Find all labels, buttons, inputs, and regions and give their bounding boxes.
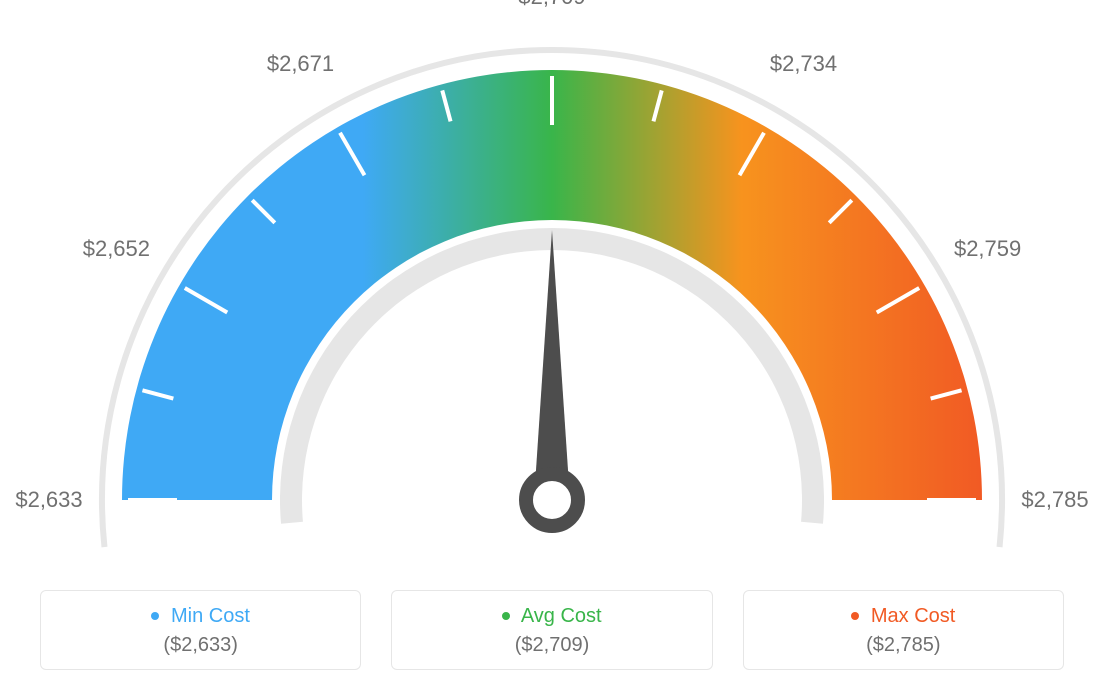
stats-row: Min Cost ($2,633) Avg Cost ($2,709) Max … [0, 590, 1104, 670]
max-dot-icon [851, 612, 859, 620]
gauge-needle [534, 230, 570, 500]
gauge-chart-container: $2,633 $2,652 $2,671 $2,709 $2,734 $2,759 $2,7… [0, 0, 1104, 690]
min-cost-title-row: Min Cost [61, 605, 340, 634]
max-cost-card: Max Cost ($2,785) [743, 590, 1064, 670]
gauge-tick-label: $2,734 [770, 51, 837, 77]
gauge-tick-label: $2,671 [267, 51, 334, 77]
avg-cost-title: Avg Cost [521, 605, 602, 627]
min-cost-card: Min Cost ($2,633) [40, 590, 361, 670]
avg-cost-title-row: Avg Cost [412, 605, 691, 634]
max-cost-title: Max Cost [871, 605, 955, 627]
gauge-tick-label: $2,759 [954, 236, 1021, 262]
gauge-area: $2,633 $2,652 $2,671 $2,709 $2,734 $2,759 $2,7… [0, 0, 1104, 560]
avg-dot-icon [502, 612, 510, 620]
min-cost-value: ($2,633) [61, 634, 340, 657]
gauge-tick-label: $2,709 [518, 0, 585, 10]
max-cost-title-row: Max Cost [764, 605, 1043, 634]
gauge-tick-label: $2,785 [1021, 487, 1088, 513]
gauge-hub-icon [526, 474, 578, 526]
gauge-tick-label: $2,633 [15, 487, 82, 513]
avg-cost-card: Avg Cost ($2,709) [391, 590, 712, 670]
min-dot-icon [151, 612, 159, 620]
gauge-svg [0, 0, 1104, 560]
avg-cost-value: ($2,709) [412, 634, 691, 657]
max-cost-value: ($2,785) [764, 634, 1043, 657]
min-cost-title: Min Cost [171, 605, 250, 627]
gauge-tick-label: $2,652 [83, 236, 150, 262]
